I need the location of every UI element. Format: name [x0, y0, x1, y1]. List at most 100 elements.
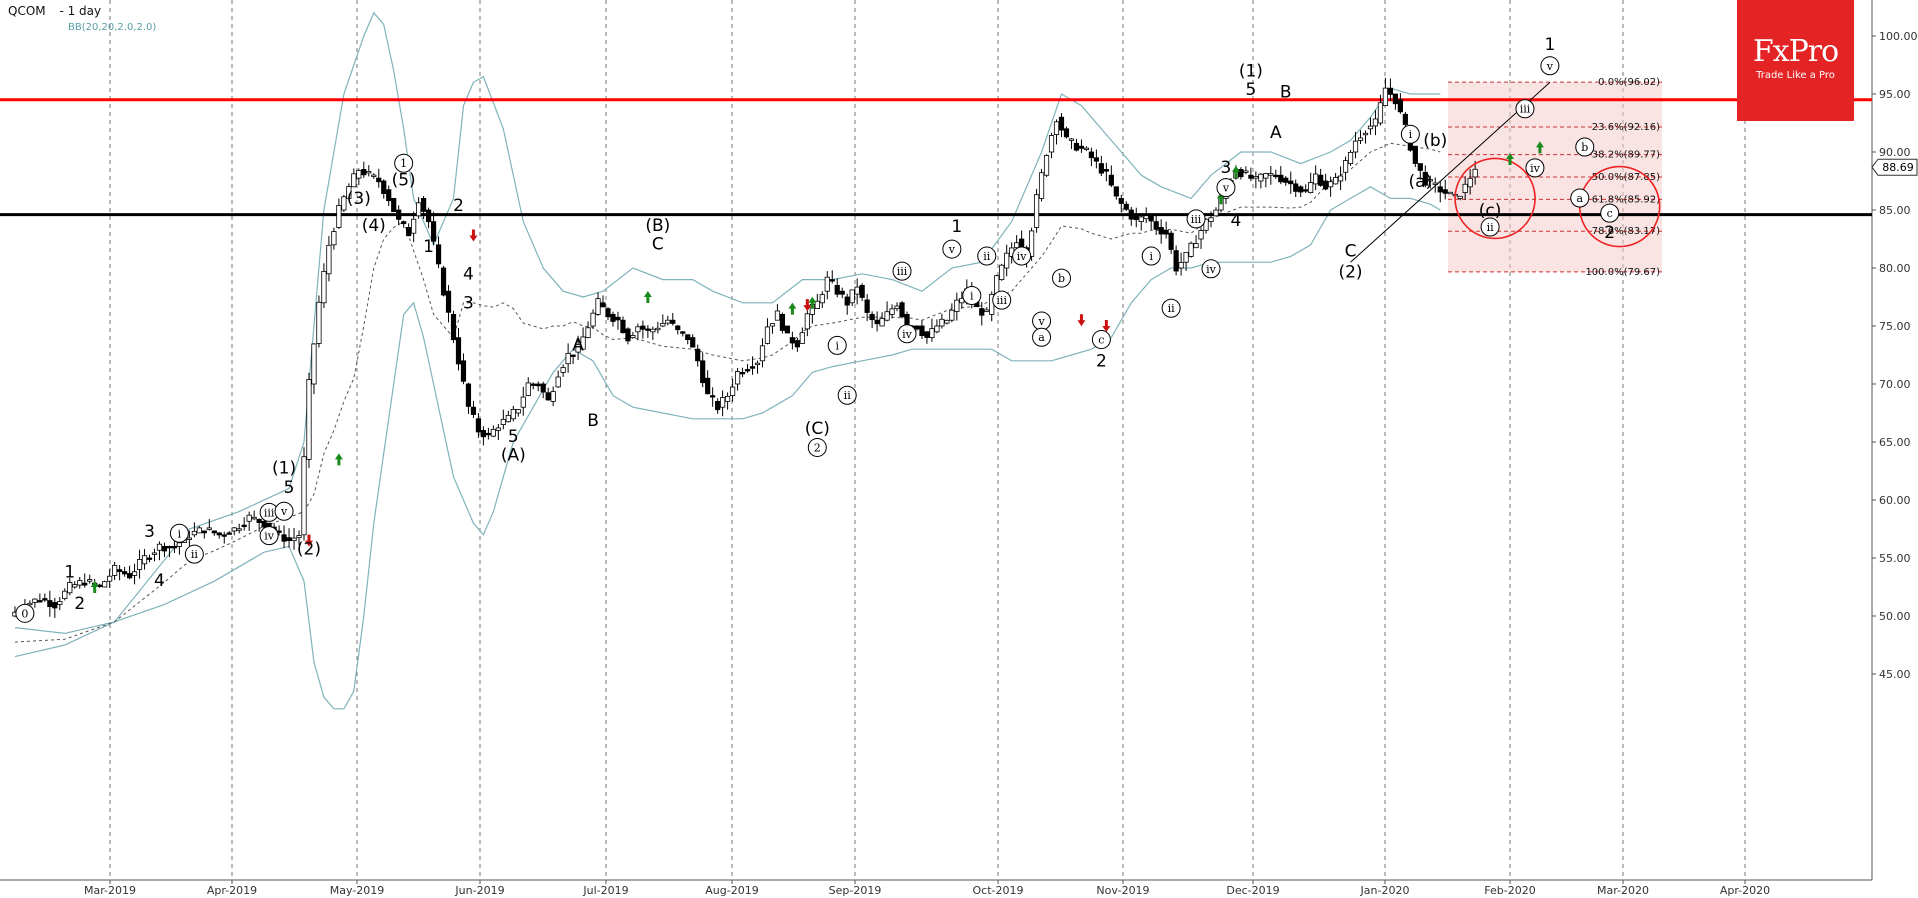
candle-body [739, 371, 746, 375]
candle-body [540, 383, 546, 393]
candle-body [844, 296, 850, 306]
candle-body [1198, 230, 1204, 240]
candle-body [1362, 132, 1369, 136]
x-tick-label: Feb-2020 [1484, 884, 1535, 897]
candle-body [794, 340, 800, 348]
wave-label: (B) [645, 216, 670, 236]
candle-body [734, 371, 741, 385]
x-tick-label: Jul-2019 [582, 884, 628, 897]
candle-body [251, 516, 257, 520]
candle-body [1103, 168, 1109, 172]
candle-body [361, 168, 367, 176]
candle-body [690, 337, 696, 348]
y-tick-label: 70.00 [1879, 378, 1911, 391]
candle-body [52, 602, 58, 609]
candle-body [87, 579, 93, 582]
wave-label: (C) [805, 419, 830, 439]
wave-label: 1 [64, 563, 75, 583]
candle-body [1078, 145, 1085, 149]
wave-label-circle [1480, 217, 1500, 237]
candle-body [720, 397, 726, 408]
y-tick-label: 75.00 [1879, 320, 1911, 333]
wave-label: 2 [1096, 352, 1107, 372]
candle-body [1387, 87, 1394, 95]
wave-label-circle [1091, 330, 1111, 350]
wave-label: c [1607, 207, 1613, 220]
candle-body [814, 300, 820, 309]
wave-label: v [280, 505, 288, 518]
candle-body [455, 337, 462, 365]
wave-label-circle [1201, 259, 1221, 279]
buy-arrow-icon [808, 296, 817, 309]
x-tick-label: Apr-2020 [1720, 884, 1770, 897]
wave-label-circle [1570, 188, 1590, 208]
candle-body [1447, 191, 1453, 195]
candle-body [1088, 151, 1095, 159]
x-tick-label: Aug-2019 [705, 884, 758, 897]
candle-body [171, 546, 178, 549]
candle-body [685, 334, 691, 341]
wave-label: 4 [1231, 211, 1242, 231]
wave-label: 4 [463, 265, 474, 285]
candle-body [296, 535, 302, 539]
candle-body [754, 362, 761, 366]
wave-label: (2) [297, 540, 321, 560]
fib-level-label: 100.0%(79.67) [1585, 267, 1660, 278]
candle-body [884, 311, 890, 321]
candle-body [1153, 221, 1159, 230]
candle-body [784, 325, 791, 334]
wave-label: 1 [951, 217, 962, 237]
candle-body [1123, 203, 1129, 210]
candle-body [401, 221, 407, 225]
candle-body [376, 177, 382, 183]
sell-arrow-icon [304, 534, 313, 547]
wave-label: (2) [1338, 262, 1362, 282]
candle-body [1303, 189, 1309, 192]
candle-body [585, 327, 591, 339]
wave-label: (1) [1239, 62, 1263, 82]
candle-body [161, 546, 168, 552]
candle-body [291, 537, 297, 542]
candle-body [979, 308, 985, 316]
candle-body [1068, 138, 1075, 141]
candle-body [1323, 180, 1329, 190]
candle-body [595, 298, 601, 315]
candle-body [1173, 250, 1179, 272]
wave-label: (a) [1408, 172, 1432, 192]
candle-body [670, 319, 676, 324]
wave-label-circle [1012, 246, 1032, 266]
candle-body [1248, 174, 1254, 179]
candle-body [1332, 177, 1339, 185]
candle-body [351, 173, 357, 188]
candle-body [530, 383, 536, 386]
y-tick-label: 55.00 [1879, 552, 1911, 565]
candle-body [495, 427, 501, 431]
buy-arrow-icon [90, 581, 99, 593]
x-tick-label: Apr-2019 [207, 884, 257, 897]
fib-level-label: 0.0%(96.02) [1598, 77, 1660, 88]
candle-body [1138, 216, 1144, 222]
wave-label: C [1345, 241, 1357, 261]
candle-body [196, 527, 202, 534]
candle-body [1163, 229, 1169, 235]
wave-label-circle [1525, 158, 1545, 178]
wave-label: A [572, 335, 584, 355]
wave-label: iii [1191, 213, 1202, 226]
candle-body [1422, 171, 1428, 186]
candle-body [1273, 174, 1279, 178]
candle-body [450, 313, 457, 341]
highlight-circle [1454, 157, 1536, 240]
wave-label-circle [942, 239, 962, 259]
wave-label-circle [807, 437, 827, 457]
candle-body [954, 299, 960, 312]
candle-body [470, 406, 477, 415]
wave-label: ii [1487, 221, 1495, 234]
candle-body [47, 600, 53, 608]
candle-body [1342, 160, 1349, 173]
wave-label: B [587, 411, 599, 431]
candle-body [1043, 155, 1050, 176]
fib-level-label: 78.6%(83.17) [1592, 226, 1660, 237]
x-tick-label: Mar-2019 [84, 884, 136, 897]
candle-body [480, 429, 487, 438]
candle-body [705, 377, 711, 395]
